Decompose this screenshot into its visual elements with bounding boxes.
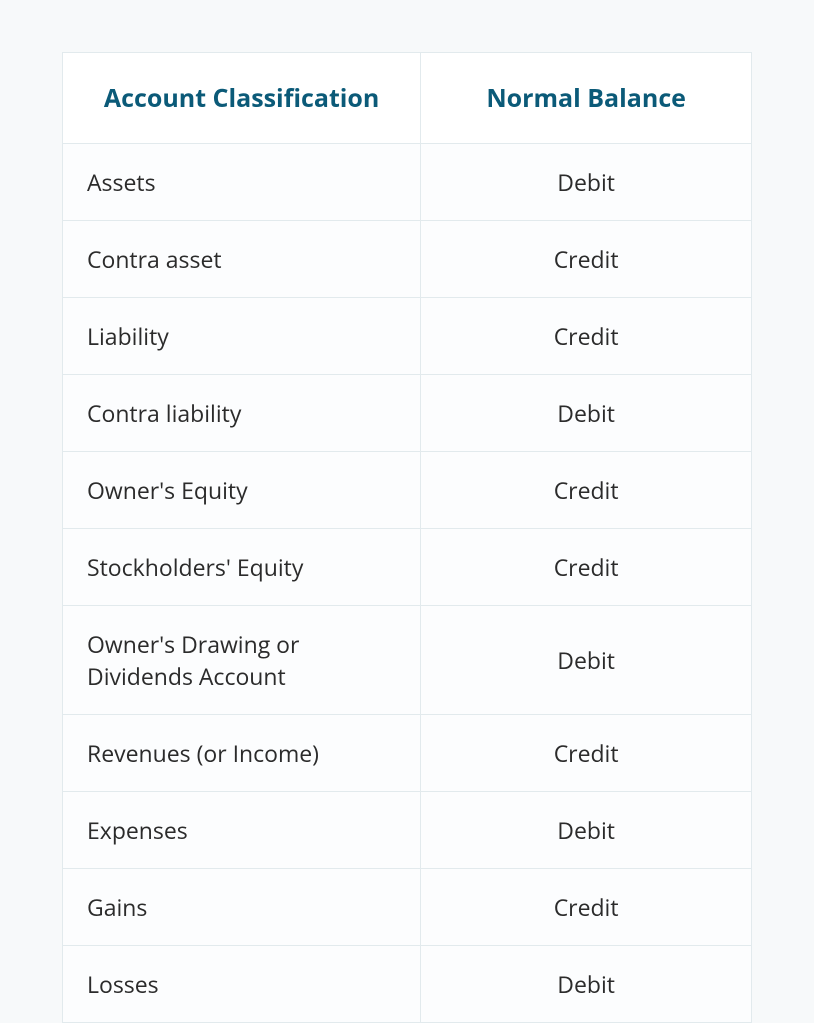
cell-classification: Contra asset xyxy=(63,221,421,298)
table-row: Owner's Drawing or Dividends Account Deb… xyxy=(63,606,752,715)
col-header-balance: Normal Balance xyxy=(421,53,752,144)
cell-classification: Liability xyxy=(63,298,421,375)
cell-classification: Stockholders' Equity xyxy=(63,529,421,606)
table-row: Owner's Equity Credit xyxy=(63,452,752,529)
cell-classification: Expenses xyxy=(63,792,421,869)
accounts-table: Account Classification Normal Balance As… xyxy=(62,52,752,1023)
cell-classification: Assets xyxy=(63,144,421,221)
cell-classification: Owner's Equity xyxy=(63,452,421,529)
table-row: Gains Credit xyxy=(63,869,752,946)
table-row: Losses Debit xyxy=(63,946,752,1023)
table-header-row: Account Classification Normal Balance xyxy=(63,53,752,144)
cell-balance: Debit xyxy=(421,606,752,715)
cell-balance: Debit xyxy=(421,792,752,869)
cell-classification: Gains xyxy=(63,869,421,946)
cell-balance: Credit xyxy=(421,298,752,375)
cell-classification: Revenues (or Income) xyxy=(63,715,421,792)
table-row: Contra liability Debit xyxy=(63,375,752,452)
cell-balance: Credit xyxy=(421,869,752,946)
cell-balance: Debit xyxy=(421,375,752,452)
table-row: Assets Debit xyxy=(63,144,752,221)
cell-classification: Contra liability xyxy=(63,375,421,452)
table-row: Revenues (or Income) Credit xyxy=(63,715,752,792)
cell-balance: Credit xyxy=(421,221,752,298)
table-row: Liability Credit xyxy=(63,298,752,375)
table-body: Assets Debit Contra asset Credit Liabili… xyxy=(63,144,752,1023)
cell-balance: Credit xyxy=(421,529,752,606)
table-header: Account Classification Normal Balance xyxy=(63,53,752,144)
cell-balance: Credit xyxy=(421,715,752,792)
table-row: Stockholders' Equity Credit xyxy=(63,529,752,606)
cell-classification: Owner's Drawing or Dividends Account xyxy=(63,606,421,715)
cell-balance: Credit xyxy=(421,452,752,529)
table-row: Contra asset Credit xyxy=(63,221,752,298)
col-header-classification: Account Classification xyxy=(63,53,421,144)
cell-balance: Debit xyxy=(421,946,752,1023)
cell-balance: Debit xyxy=(421,144,752,221)
cell-classification: Losses xyxy=(63,946,421,1023)
table-row: Expenses Debit xyxy=(63,792,752,869)
